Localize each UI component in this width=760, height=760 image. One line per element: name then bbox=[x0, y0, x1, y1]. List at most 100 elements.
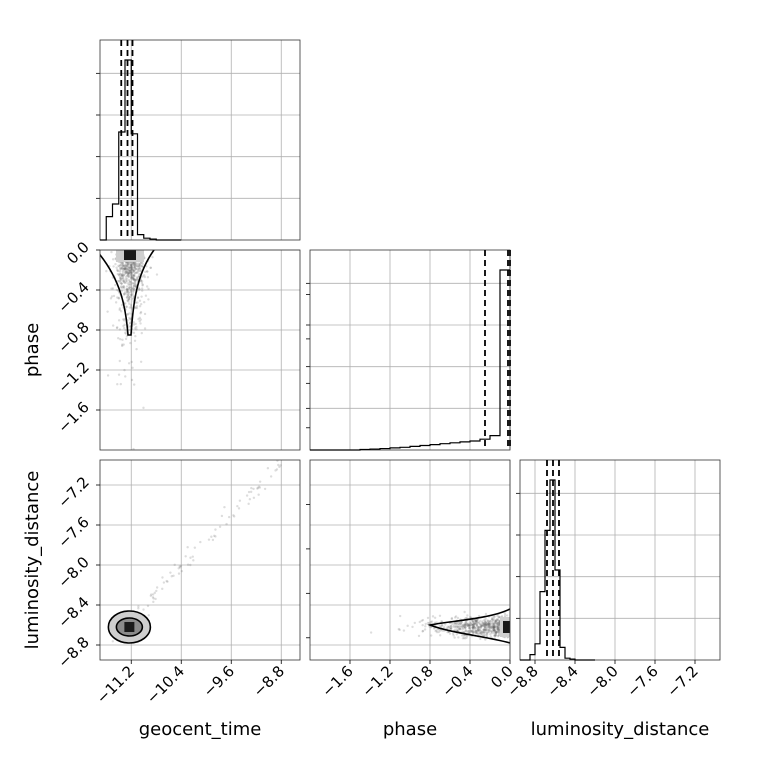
sample-point bbox=[119, 261, 122, 265]
sample-point bbox=[135, 347, 138, 351]
sample-point bbox=[133, 266, 137, 269]
sample-point bbox=[134, 322, 137, 326]
sample-point bbox=[247, 502, 250, 506]
sample-point bbox=[496, 627, 499, 631]
sample-point bbox=[494, 619, 497, 622]
sample-point bbox=[484, 623, 488, 626]
sample-point bbox=[421, 630, 424, 633]
sample-point bbox=[124, 265, 127, 269]
sample-point bbox=[117, 269, 120, 273]
sample-point bbox=[131, 264, 134, 267]
sample-point bbox=[438, 624, 441, 628]
sample-point bbox=[126, 287, 129, 291]
sample-point bbox=[431, 615, 435, 618]
sample-point bbox=[398, 614, 402, 618]
sample-point bbox=[210, 535, 213, 538]
sample-point bbox=[131, 292, 134, 296]
sample-point bbox=[463, 610, 466, 614]
sample-point bbox=[492, 625, 495, 629]
sample-point bbox=[421, 623, 424, 627]
sample-point bbox=[274, 469, 277, 472]
sample-point bbox=[130, 271, 134, 275]
sample-point bbox=[125, 305, 128, 308]
sample-point bbox=[129, 341, 132, 345]
sample-point bbox=[130, 267, 134, 271]
sample-point bbox=[487, 623, 491, 626]
sample-point bbox=[488, 623, 491, 626]
sample-point bbox=[126, 289, 129, 292]
sample-point bbox=[479, 624, 483, 627]
sample-point bbox=[138, 267, 141, 270]
sample-point bbox=[471, 625, 474, 629]
sample-point bbox=[135, 271, 138, 274]
sample-point bbox=[472, 622, 476, 625]
sample-point bbox=[470, 629, 473, 632]
sample-point bbox=[140, 287, 144, 290]
sample-point bbox=[468, 627, 472, 630]
sample-point bbox=[132, 331, 136, 335]
sample-point bbox=[127, 275, 130, 279]
sample-point bbox=[134, 278, 137, 282]
sample-point bbox=[129, 272, 132, 275]
sample-point bbox=[475, 624, 479, 628]
hist-panel-luminosity_distance bbox=[516, 459, 721, 661]
sample-point bbox=[125, 269, 129, 273]
sample-point bbox=[129, 274, 132, 277]
sample-point bbox=[446, 625, 449, 629]
y-axis-label-phase: phase bbox=[22, 323, 43, 377]
y-tick-label-luminosity_distance: −7.2 bbox=[54, 473, 92, 511]
sample-point bbox=[495, 621, 499, 624]
sample-point bbox=[495, 618, 499, 621]
sample-point bbox=[130, 266, 133, 269]
sample-point bbox=[467, 625, 471, 628]
sample-point bbox=[493, 625, 497, 628]
sample-point bbox=[130, 294, 133, 297]
sample-point bbox=[496, 628, 500, 631]
sample-point bbox=[485, 626, 489, 629]
sample-point bbox=[133, 285, 136, 288]
sample-point bbox=[488, 628, 491, 632]
sample-point bbox=[166, 580, 169, 583]
sample-point bbox=[473, 630, 476, 634]
sample-point bbox=[125, 277, 129, 280]
sample-point bbox=[145, 265, 148, 268]
sample-point bbox=[232, 515, 236, 518]
sample-point bbox=[481, 621, 484, 624]
sample-point bbox=[492, 626, 495, 629]
sample-point bbox=[149, 594, 153, 597]
sample-point bbox=[129, 289, 133, 292]
sample-point bbox=[125, 264, 129, 267]
sample-point bbox=[492, 626, 496, 629]
sample-point bbox=[133, 280, 137, 284]
sample-point bbox=[128, 269, 131, 273]
sample-point bbox=[421, 618, 425, 622]
sample-point bbox=[256, 486, 260, 490]
sample-point bbox=[130, 271, 133, 274]
sample-point bbox=[463, 623, 466, 626]
sample-point bbox=[143, 312, 147, 316]
sample-point bbox=[127, 295, 130, 298]
sample-point bbox=[468, 631, 471, 635]
sample-point bbox=[464, 623, 467, 626]
sample-point bbox=[497, 631, 500, 634]
y-tick-label-phase: 0.0 bbox=[63, 238, 93, 268]
sample-point bbox=[461, 625, 464, 629]
sample-point bbox=[186, 563, 190, 566]
sample-point bbox=[465, 624, 468, 628]
sample-point bbox=[472, 625, 475, 629]
sample-point bbox=[149, 266, 152, 269]
sample-point bbox=[123, 267, 127, 270]
sample-point bbox=[132, 265, 136, 269]
sample-point bbox=[134, 282, 137, 285]
sample-point bbox=[441, 623, 444, 627]
sample-point bbox=[438, 614, 442, 617]
sample-point bbox=[469, 630, 472, 633]
sample-point bbox=[132, 295, 135, 298]
sample-point bbox=[482, 624, 485, 627]
sample-point bbox=[121, 276, 125, 279]
sample-point bbox=[474, 621, 477, 625]
sample-point bbox=[133, 280, 137, 283]
sample-point bbox=[128, 266, 131, 269]
sample-point bbox=[452, 623, 455, 626]
sample-point bbox=[129, 290, 133, 294]
